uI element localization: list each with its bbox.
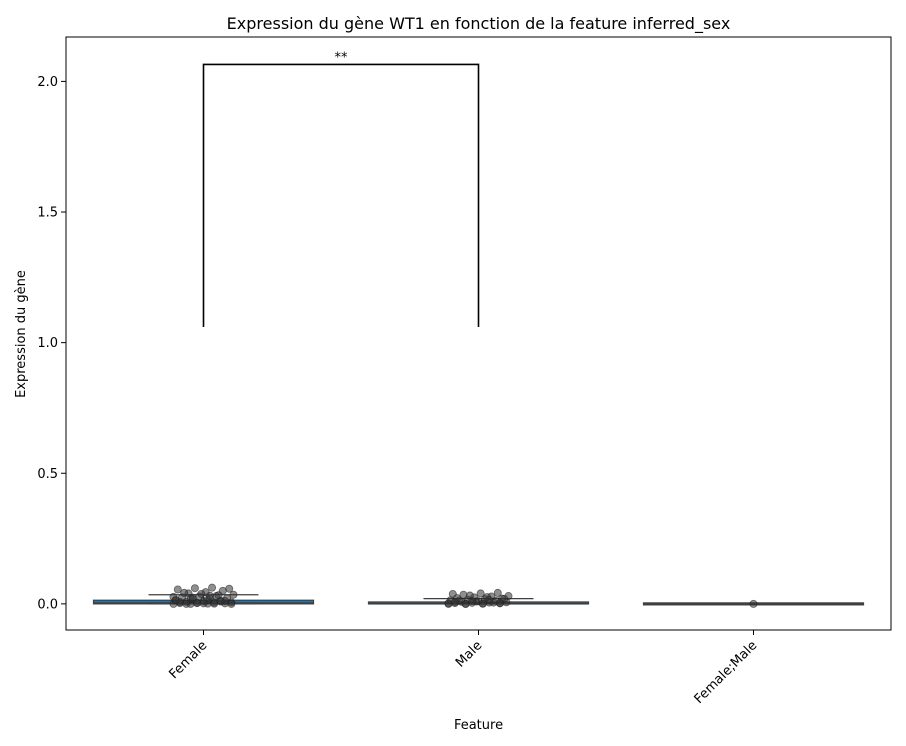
data-point bbox=[227, 599, 236, 608]
data-point bbox=[188, 593, 197, 602]
data-point bbox=[461, 599, 470, 608]
data-point bbox=[173, 585, 182, 594]
data-point bbox=[468, 597, 477, 606]
data-point bbox=[493, 588, 502, 597]
y-axis-label: Expression du gène bbox=[14, 270, 29, 398]
data-point bbox=[448, 589, 457, 598]
box-group-female bbox=[92, 583, 315, 608]
data-point bbox=[171, 596, 180, 605]
significance-bracket bbox=[202, 63, 480, 327]
y-axis: 0.0 0.5 1.0 1.5 2.0 bbox=[37, 75, 66, 612]
data-point bbox=[485, 595, 494, 604]
data-point bbox=[205, 591, 214, 600]
data-point bbox=[476, 589, 485, 598]
data-point bbox=[749, 599, 758, 608]
data-point bbox=[180, 588, 189, 597]
data-point bbox=[495, 599, 504, 608]
plot-area: ** bbox=[92, 50, 865, 608]
y-tick-label: 1.5 bbox=[37, 206, 58, 221]
significance-label: ** bbox=[335, 50, 349, 65]
data-point bbox=[478, 599, 487, 608]
y-tick-label: 0.0 bbox=[37, 597, 58, 612]
data-point bbox=[208, 583, 217, 592]
data-point bbox=[450, 598, 459, 607]
box-group-female-male bbox=[642, 599, 865, 608]
y-tick-label: 0.5 bbox=[37, 467, 58, 482]
data-point bbox=[225, 584, 234, 593]
data-point bbox=[216, 597, 225, 606]
data-point bbox=[444, 599, 453, 608]
data-point bbox=[199, 599, 208, 608]
chart-title: Expression du gène WT1 en fonction de la… bbox=[227, 14, 731, 34]
data-point bbox=[182, 599, 191, 608]
data-point bbox=[229, 590, 238, 599]
y-tick-label: 2.0 bbox=[37, 75, 58, 90]
box-group-male bbox=[367, 588, 590, 608]
data-point bbox=[197, 589, 206, 598]
x-axis-label: Feature bbox=[454, 718, 503, 733]
data-point bbox=[190, 584, 199, 593]
y-tick-label: 1.0 bbox=[37, 336, 58, 351]
